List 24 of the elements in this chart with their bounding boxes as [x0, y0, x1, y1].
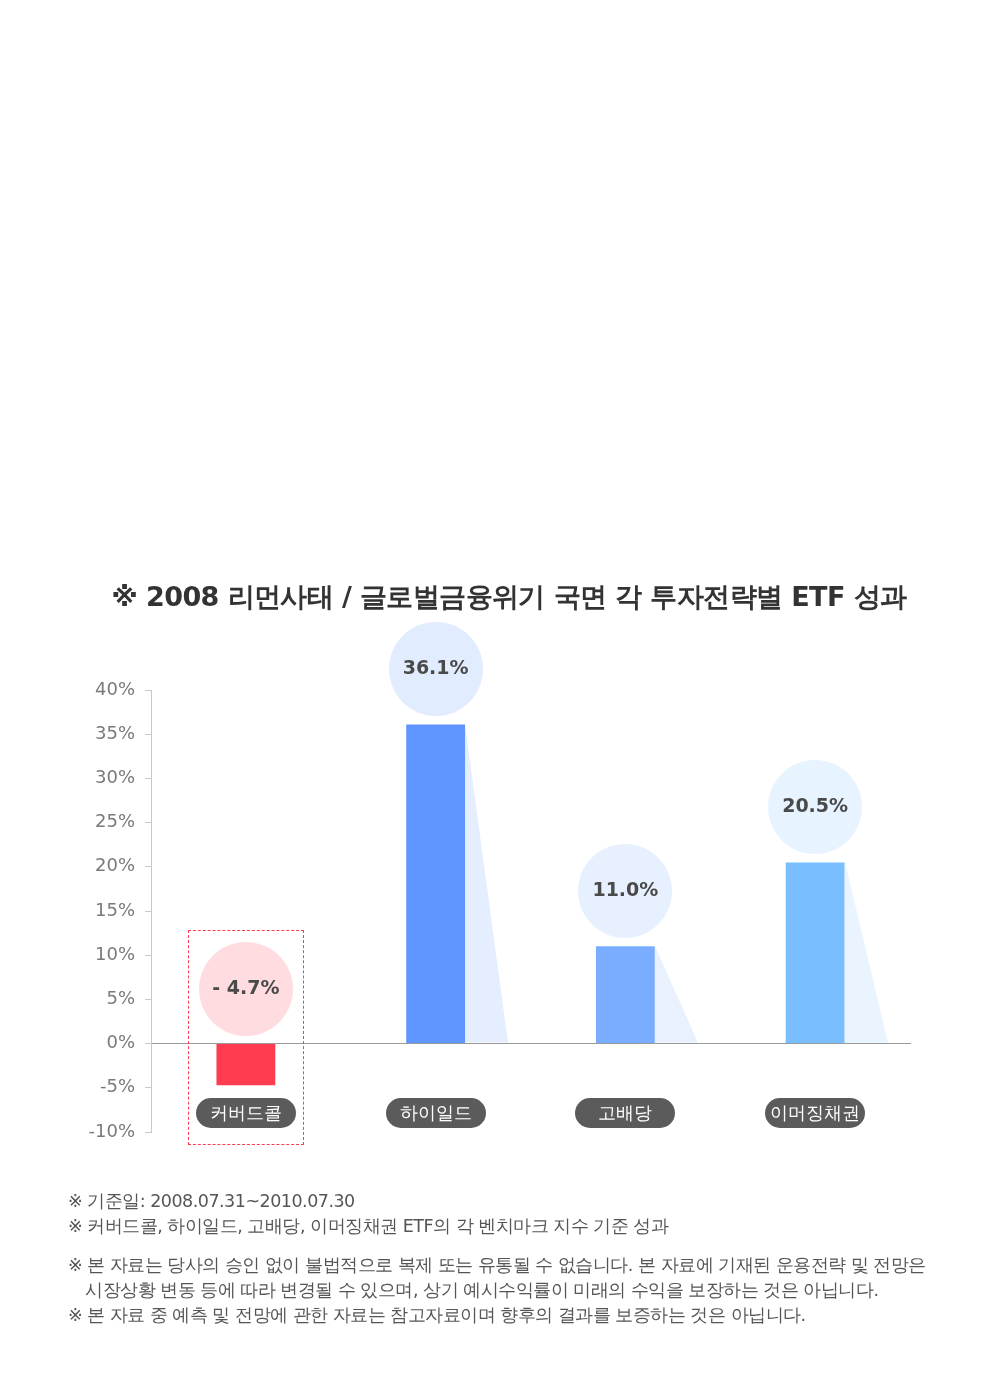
text: ※ 본 자료는 당사의 승인 없이 불법적으로 복제 또는 유통될 수 없습니다. 본 자료에 기재된 운용전략 및 전망은 시장상황 변동 등에 따라 변경될 수 있으며, 상기 예시수익률이 미래의 수익을 보장하는 것은 아닙니다.	[68, 1254, 927, 1302]
text: ※ 기준일: 2008.07.31~2010.07.30	[68, 1190, 356, 1213]
data-label: 20.5%	[782, 794, 849, 817]
y-tick-label: 5%	[106, 987, 135, 1009]
bar	[216, 1044, 276, 1086]
x-tick-label: 커버드콜	[209, 1102, 282, 1124]
y-tick-label: 20%	[94, 854, 135, 876]
data-label: 11.0%	[592, 878, 659, 901]
y-tick-label: 30%	[94, 766, 135, 788]
y-tick-label: 0%	[106, 1031, 135, 1053]
text: ※ 커버드콜, 하이일드, 고배당, 이머징채권 ETF의 각 벤치마크 지수 기준 성과	[68, 1215, 670, 1238]
y-tick-label: -5%	[99, 1075, 135, 1097]
data-label: - 4.7%	[212, 976, 280, 999]
x-tick-label: 하이일드	[399, 1102, 472, 1124]
y-tick-label: 15%	[94, 898, 135, 920]
y-tick-label: 10%	[94, 942, 135, 964]
y-tick-label: 40%	[94, 677, 135, 699]
y-tick-label: -10%	[88, 1119, 135, 1141]
y-tick-label: 25%	[94, 810, 135, 832]
chart-title: ※ 2008 리먼사태 / 글로벌금융위기 국면 각 투자전략별 ETF 성과	[110, 580, 908, 614]
text: ※ 본 자료 중 예측 및 전망에 관한 자료는 참고자료이며 향후의 결과를 보증하는 것은 아닙니다.	[68, 1304, 807, 1327]
x-tick-label: 고배당	[598, 1102, 653, 1124]
y-tick-label: 35%	[94, 721, 135, 743]
data-label: 36.1%	[402, 656, 469, 679]
